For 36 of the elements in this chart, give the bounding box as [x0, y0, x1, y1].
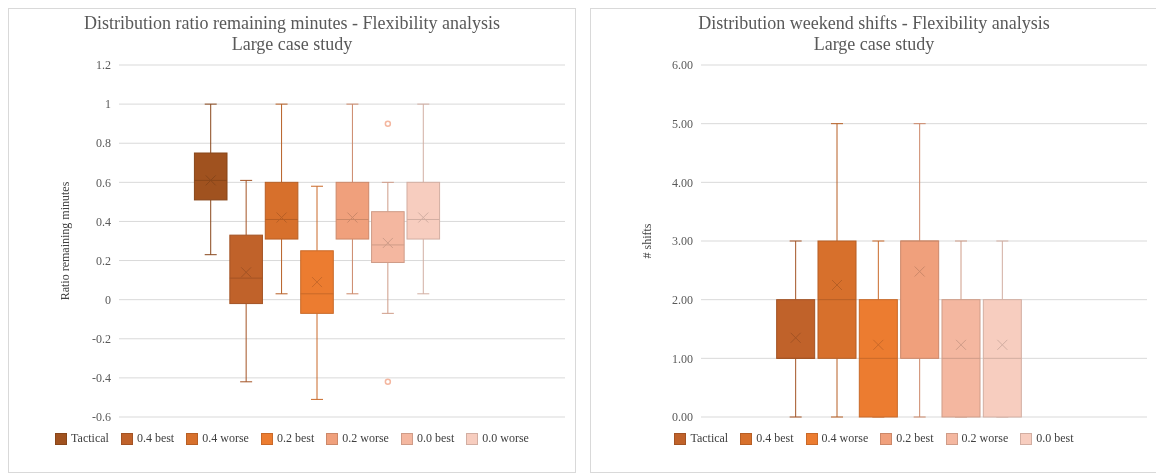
chart-subtitle: Large case study: [812, 34, 936, 55]
y-tick-label: 0.00: [672, 410, 693, 425]
legend-label: 0.2 best: [896, 431, 934, 446]
legend-label: 0.2 worse: [961, 431, 1009, 446]
y-tick-label: -0.2: [92, 332, 111, 347]
chart-title: Distribution ratio remaining minutes - Flexibility analysis: [83, 13, 501, 34]
y-tick-label: 5.00: [672, 116, 693, 131]
legend-label: 0.4 best: [756, 431, 794, 446]
y-tick-label: 3.00: [672, 234, 693, 249]
legend-label: Tactical: [690, 431, 729, 446]
legend-label: Tactical: [71, 431, 109, 446]
y-tick-label: 0: [105, 292, 111, 307]
chart-title: Distribution weekend shifts - Flexibility analysis: [697, 13, 1051, 34]
y-tick-label: 2.00: [672, 292, 693, 307]
legend-label: 0.2 best: [276, 431, 315, 446]
y-tick-label: 6.00: [672, 58, 693, 73]
y-tick-label: 4.00: [672, 175, 693, 190]
y-tick-label: -0.6: [92, 410, 111, 425]
y-axis-title: # shifts: [640, 223, 655, 259]
y-tick-label: 0.6: [96, 175, 111, 190]
y-axis-title: Ratio remaining minutes: [58, 181, 73, 301]
y-tick-label: 0.4: [96, 214, 111, 229]
y-tick-label: 0.8: [96, 136, 111, 151]
legend-label: 0.0 best: [1036, 431, 1074, 446]
chart-subtitle: Large case study: [230, 34, 354, 55]
legend-label: 0.4 worse: [821, 431, 869, 446]
legend-label: 0.0 best: [416, 431, 455, 446]
legend-label: 0.4 worse: [202, 431, 249, 446]
y-tick-label: 1.2: [96, 58, 111, 73]
legend-label: 0.2 worse: [342, 431, 389, 446]
y-tick-label: 1.00: [672, 351, 693, 366]
y-tick-label: 1: [105, 97, 111, 112]
y-tick-label: 0.2: [96, 253, 111, 268]
legend-label: 0.0 worse: [482, 431, 529, 446]
legend-label: 0.4 best: [136, 431, 175, 446]
y-tick-label: -0.4: [92, 371, 111, 386]
